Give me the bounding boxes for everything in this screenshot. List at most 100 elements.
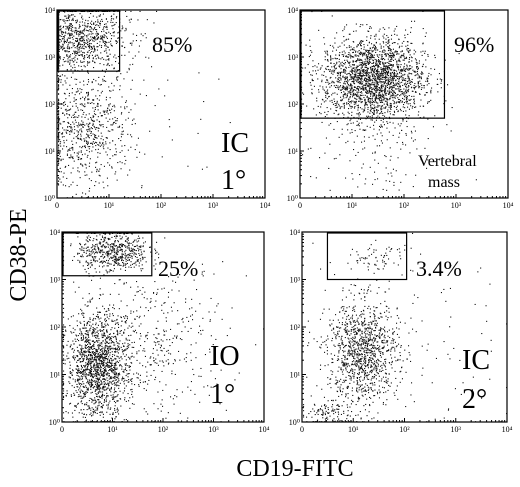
event-dot <box>348 52 350 54</box>
event-dot <box>384 28 386 30</box>
event-dot <box>87 102 89 104</box>
event-dot <box>389 159 391 161</box>
event-dot <box>107 253 109 255</box>
event-dot <box>338 87 340 89</box>
event-dot <box>325 76 327 78</box>
event-dot <box>415 51 417 53</box>
event-dot <box>377 65 379 67</box>
event-dot <box>384 107 386 109</box>
event-dot <box>75 103 77 105</box>
event-dot <box>341 98 343 100</box>
event-dot <box>387 82 389 84</box>
event-dot <box>63 102 65 104</box>
x-tick-label: 0 <box>55 201 59 210</box>
event-dot <box>106 27 108 29</box>
event-dot <box>394 75 396 77</box>
event-dot <box>386 62 388 64</box>
event-dot <box>327 92 329 94</box>
event-dot <box>96 49 98 51</box>
event-dot <box>357 70 359 72</box>
event-dot <box>58 129 60 131</box>
event-dot <box>364 101 366 103</box>
event-dot <box>93 23 95 25</box>
event-dot <box>113 344 115 346</box>
event-dot <box>88 123 90 125</box>
event-dot <box>60 107 62 109</box>
event-dot <box>114 154 116 156</box>
event-dot <box>125 266 127 268</box>
event-dot <box>63 25 65 27</box>
event-dot <box>396 65 398 67</box>
event-dot <box>106 154 108 156</box>
event-dot <box>58 153 60 155</box>
event-dot <box>59 131 61 133</box>
event-dot <box>386 98 388 100</box>
event-dot <box>94 261 96 263</box>
event-dot <box>105 99 107 101</box>
event-dot <box>392 64 394 66</box>
event-dot <box>111 341 113 343</box>
event-dot <box>414 91 416 93</box>
event-dot <box>360 72 362 74</box>
event-dot <box>86 123 88 125</box>
event-dot <box>104 256 106 258</box>
event-dot <box>403 102 405 104</box>
event-dot <box>383 70 385 72</box>
event-dot <box>375 96 377 98</box>
event-dot <box>73 50 75 52</box>
event-dot <box>360 102 362 104</box>
x-tick-label: 10³ <box>208 425 219 434</box>
event-dot <box>206 166 208 168</box>
event-dot <box>156 241 158 243</box>
event-dot <box>89 239 91 241</box>
event-dot <box>383 95 385 97</box>
event-dot <box>131 256 133 258</box>
event-dot <box>63 395 65 397</box>
event-dot <box>77 259 79 261</box>
event-dot <box>380 74 382 76</box>
y-tick-label: 10² <box>45 100 56 109</box>
event-dot <box>98 182 100 184</box>
event-dot <box>93 251 95 253</box>
event-dot <box>405 87 407 89</box>
event-dot <box>142 258 144 260</box>
event-dot <box>393 181 395 183</box>
event-dot <box>107 237 109 239</box>
event-dot <box>114 116 116 118</box>
event-dot <box>103 387 105 389</box>
event-dot <box>99 141 101 143</box>
event-dot <box>363 89 365 91</box>
y-tick-label: 10⁴ <box>287 6 298 15</box>
event-dot <box>311 74 313 76</box>
event-dot <box>61 33 63 35</box>
event-dot <box>375 35 377 37</box>
event-dot <box>86 26 88 28</box>
event-dot <box>71 47 73 49</box>
event-dot <box>167 79 169 81</box>
event-dot <box>112 89 114 91</box>
event-dot <box>346 89 348 91</box>
event-dot <box>99 152 101 154</box>
event-dot <box>75 55 77 57</box>
event-dot <box>74 99 76 101</box>
event-dot <box>77 252 79 254</box>
event-dot <box>375 51 377 53</box>
event-dot <box>94 245 96 247</box>
event-dot <box>86 338 88 340</box>
event-dot <box>367 68 369 70</box>
event-dot <box>412 140 414 142</box>
event-dot <box>355 67 357 69</box>
event-dot <box>99 251 101 253</box>
event-dot <box>130 266 132 268</box>
event-dot <box>130 88 132 90</box>
event-dot <box>363 110 365 112</box>
event-dot <box>440 80 442 82</box>
event-dot <box>79 88 81 90</box>
event-dot <box>85 385 87 387</box>
event-dot <box>124 245 126 247</box>
event-dot <box>81 247 83 249</box>
event-dot <box>99 41 101 43</box>
event-dot <box>116 348 118 350</box>
event-dot <box>81 69 83 71</box>
event-dot <box>102 36 104 38</box>
